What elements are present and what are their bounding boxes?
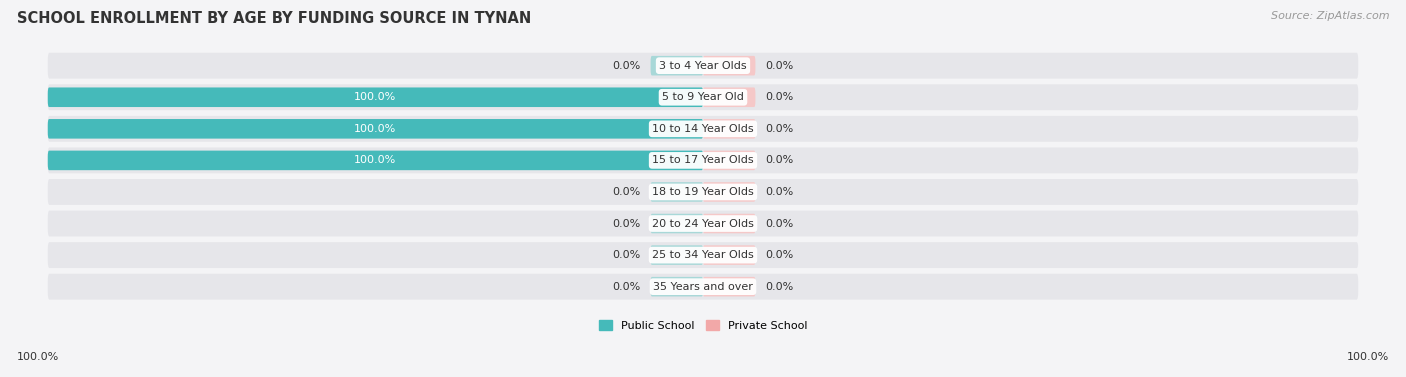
Text: 3 to 4 Year Olds: 3 to 4 Year Olds (659, 61, 747, 70)
Text: 0.0%: 0.0% (765, 282, 793, 292)
Text: 0.0%: 0.0% (613, 187, 641, 197)
Text: 0.0%: 0.0% (765, 187, 793, 197)
Text: 25 to 34 Year Olds: 25 to 34 Year Olds (652, 250, 754, 260)
Text: 100.0%: 100.0% (354, 124, 396, 134)
FancyBboxPatch shape (703, 182, 755, 202)
FancyBboxPatch shape (48, 84, 1358, 110)
Text: 100.0%: 100.0% (17, 352, 59, 362)
Text: 18 to 19 Year Olds: 18 to 19 Year Olds (652, 187, 754, 197)
FancyBboxPatch shape (48, 274, 1358, 300)
Text: 0.0%: 0.0% (765, 61, 793, 70)
FancyBboxPatch shape (651, 56, 703, 75)
FancyBboxPatch shape (48, 211, 1358, 236)
Text: 0.0%: 0.0% (613, 61, 641, 70)
FancyBboxPatch shape (703, 277, 755, 296)
Text: 0.0%: 0.0% (765, 124, 793, 134)
Text: SCHOOL ENROLLMENT BY AGE BY FUNDING SOURCE IN TYNAN: SCHOOL ENROLLMENT BY AGE BY FUNDING SOUR… (17, 11, 531, 26)
FancyBboxPatch shape (703, 214, 755, 233)
Text: 0.0%: 0.0% (613, 219, 641, 228)
FancyBboxPatch shape (703, 245, 755, 265)
Text: 20 to 24 Year Olds: 20 to 24 Year Olds (652, 219, 754, 228)
FancyBboxPatch shape (651, 214, 703, 233)
Text: 15 to 17 Year Olds: 15 to 17 Year Olds (652, 155, 754, 166)
Text: 100.0%: 100.0% (354, 155, 396, 166)
FancyBboxPatch shape (48, 119, 703, 139)
Text: 0.0%: 0.0% (765, 155, 793, 166)
Text: 0.0%: 0.0% (613, 282, 641, 292)
Text: 0.0%: 0.0% (765, 92, 793, 102)
FancyBboxPatch shape (48, 87, 703, 107)
Legend: Public School, Private School: Public School, Private School (595, 316, 811, 336)
FancyBboxPatch shape (651, 182, 703, 202)
FancyBboxPatch shape (703, 56, 755, 75)
FancyBboxPatch shape (48, 150, 703, 170)
FancyBboxPatch shape (651, 277, 703, 296)
Text: 0.0%: 0.0% (765, 219, 793, 228)
FancyBboxPatch shape (48, 53, 1358, 79)
Text: 0.0%: 0.0% (765, 250, 793, 260)
FancyBboxPatch shape (48, 147, 1358, 173)
FancyBboxPatch shape (703, 87, 755, 107)
Text: 35 Years and over: 35 Years and over (652, 282, 754, 292)
Text: 100.0%: 100.0% (1347, 352, 1389, 362)
FancyBboxPatch shape (48, 242, 1358, 268)
Text: 5 to 9 Year Old: 5 to 9 Year Old (662, 92, 744, 102)
FancyBboxPatch shape (703, 150, 755, 170)
Text: 10 to 14 Year Olds: 10 to 14 Year Olds (652, 124, 754, 134)
FancyBboxPatch shape (48, 179, 1358, 205)
Text: 0.0%: 0.0% (613, 250, 641, 260)
FancyBboxPatch shape (703, 119, 755, 139)
FancyBboxPatch shape (48, 116, 1358, 142)
Text: 100.0%: 100.0% (354, 92, 396, 102)
Text: Source: ZipAtlas.com: Source: ZipAtlas.com (1271, 11, 1389, 21)
FancyBboxPatch shape (651, 245, 703, 265)
